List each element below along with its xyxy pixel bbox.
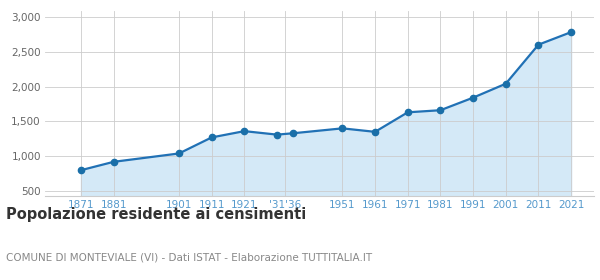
- Text: COMUNE DI MONTEVIALE (VI) - Dati ISTAT - Elaborazione TUTTITALIA.IT: COMUNE DI MONTEVIALE (VI) - Dati ISTAT -…: [6, 252, 372, 262]
- Text: Popolazione residente ai censimenti: Popolazione residente ai censimenti: [6, 207, 306, 222]
